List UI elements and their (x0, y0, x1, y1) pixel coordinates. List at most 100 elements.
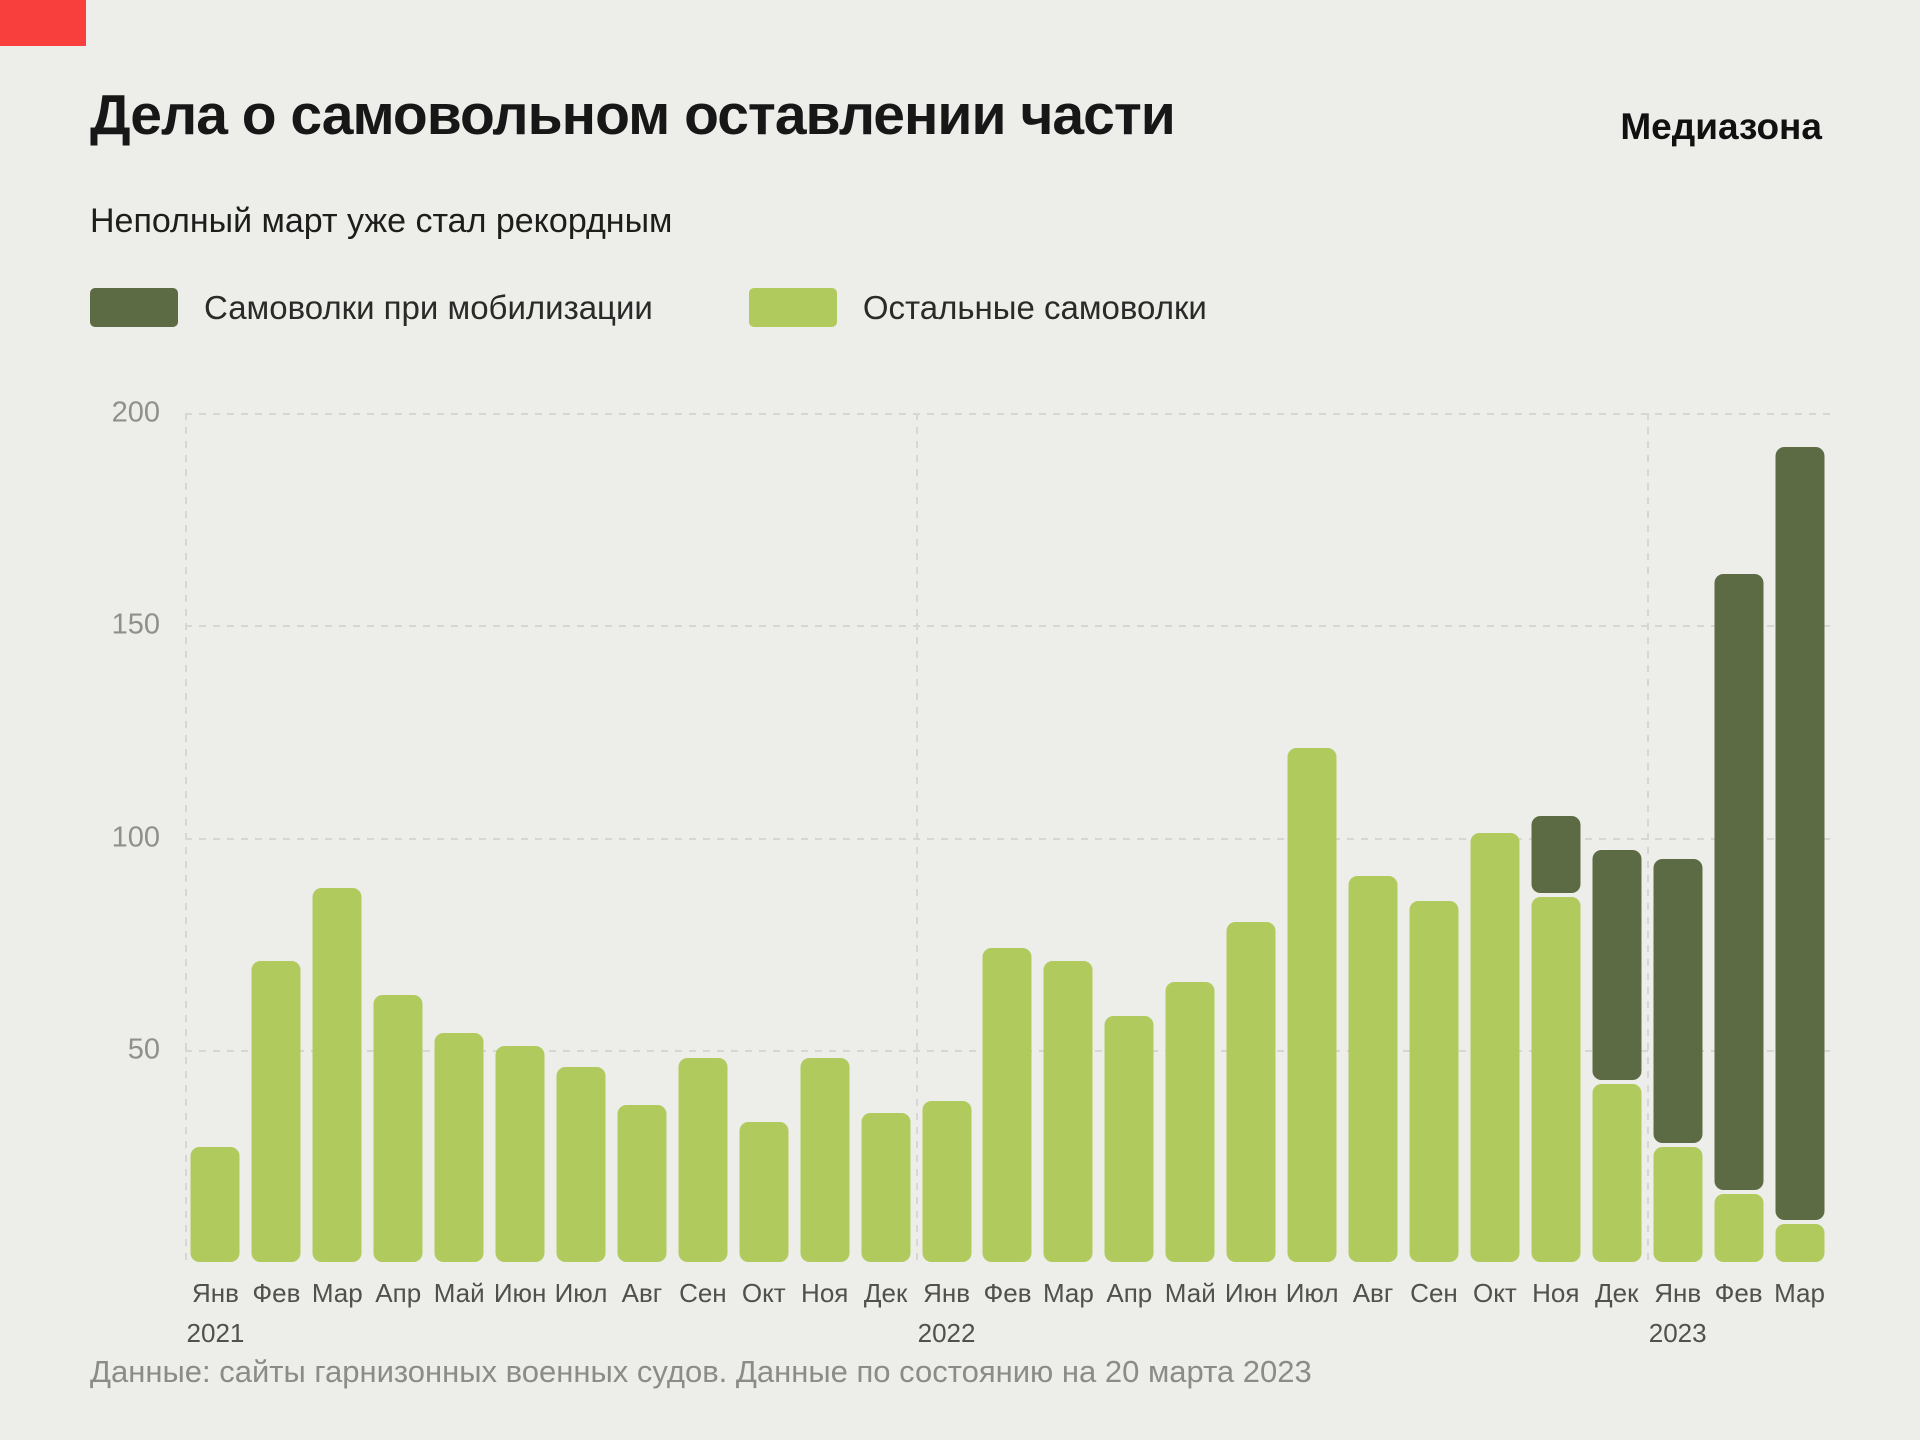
bar-segment-mobilization (1531, 816, 1581, 893)
x-axis-label: Май (1164, 1278, 1216, 1308)
x-axis-label: Дек (1595, 1278, 1639, 1308)
bar-column: Июл (551, 413, 612, 1308)
bar-column: Дек (855, 413, 916, 1308)
x-axis-label: Янв (1654, 1278, 1702, 1308)
x-axis-label: Апр (1106, 1278, 1153, 1308)
bar-column: Окт (1464, 413, 1525, 1308)
legend-swatch-mobilization (90, 288, 178, 327)
bar-segment-other (312, 888, 362, 1262)
x-axis-year-label: 2023 (1648, 1318, 1707, 1348)
bar-segment-mobilization (1775, 446, 1825, 1220)
x-axis-label: Ноя (801, 1278, 849, 1308)
bar-дек-23 (1592, 850, 1642, 1262)
y-axis-label: 100 (111, 821, 160, 853)
x-axis-label: Мар (1042, 1278, 1094, 1308)
x-axis-label: Янв (923, 1278, 971, 1308)
legend-label-other: Остальные самоволки (862, 288, 1207, 326)
bar-фев-25 (1714, 574, 1764, 1262)
bar-segment-other (1653, 1147, 1703, 1262)
y-axis-label: 200 (111, 396, 160, 429)
legend-item-mobilization: Самоволки при мобилизации (90, 288, 653, 327)
bar-segment-other (1775, 1223, 1825, 1262)
y-axis-label: 50 (127, 1033, 160, 1066)
year-separator (185, 413, 187, 1262)
bar-segment-other (1043, 960, 1093, 1262)
x-axis-label: Июн (493, 1278, 547, 1308)
y-axis-label: 150 (111, 608, 160, 641)
bar-апр-3 (373, 994, 423, 1262)
bar-фев-1 (251, 960, 301, 1262)
x-axis-label: Дек (863, 1278, 908, 1308)
x-axis-year-label: 2021 (186, 1318, 245, 1348)
bar-segment-other (434, 1032, 484, 1262)
bar-column: Июн (490, 413, 551, 1308)
bar-июн-17 (1226, 922, 1276, 1262)
bar-column: Ноя (1525, 413, 1586, 1308)
bar-segment-other (922, 1100, 972, 1262)
source-note: Данные: сайты гарнизонных военных судов.… (90, 1354, 1312, 1389)
gridline (185, 837, 1830, 840)
bar-июн-5 (495, 1045, 545, 1262)
bar-column: Май (429, 413, 490, 1308)
bar-авг-7 (617, 1104, 667, 1262)
year-separator (1647, 413, 1650, 1262)
x-axis-label: Апр (375, 1278, 422, 1308)
bar-segment-other (373, 994, 423, 1262)
x-axis-label: Фев (983, 1278, 1032, 1308)
x-axis-label: Июн (1224, 1278, 1278, 1308)
x-axis-label: Сен (679, 1278, 727, 1308)
bar-column: Апр (1099, 413, 1160, 1308)
bar-segment-other (1226, 922, 1276, 1262)
x-axis-year-label: 2022 (917, 1318, 976, 1348)
bar-segment-other (1348, 875, 1398, 1262)
x-axis-label: Мар (311, 1278, 363, 1308)
bar-column: Мар (1769, 413, 1830, 1308)
x-axis-label: Окт (1472, 1278, 1517, 1308)
chart-subtitle: Неполный март уже стал рекордным (90, 202, 673, 240)
bar-окт-21 (1470, 833, 1520, 1262)
x-axis-label: Ноя (1532, 1278, 1580, 1308)
bar-segment-other (1531, 896, 1581, 1262)
plot-area: Янв Фев Мар Апр Май Июн Июл Авг Сен Окт Ноя Дек Янв Ф… (185, 413, 1830, 1348)
x-axis-label: Авг (1352, 1278, 1394, 1308)
bar-column: Сен (672, 413, 733, 1308)
bar-авг-19 (1348, 875, 1398, 1262)
bar-column: Июн (1221, 413, 1282, 1308)
bar-segment-other (1409, 901, 1459, 1262)
x-axis-label: Сен (1410, 1278, 1458, 1308)
gridline (185, 413, 1830, 415)
bar-column: Окт (733, 413, 794, 1308)
gridline (185, 625, 1830, 628)
legend-item-other: Остальные самоволки (748, 288, 1207, 327)
bar-segment-other (556, 1066, 606, 1262)
page-title: Дела о самовольном оставлении части (90, 83, 1176, 147)
bar-column: Фев (977, 413, 1038, 1308)
bar-column: Фев (246, 413, 307, 1308)
x-axis-label: Фев (1714, 1278, 1763, 1308)
bar-segment-other (982, 947, 1032, 1262)
chart: Янв Фев Мар Апр Май Июн Июл Авг Сен Окт Ноя Дек Янв Ф… (112, 397, 1830, 1348)
bar-segment-other (1104, 1015, 1154, 1262)
x-axis-label: Окт (741, 1278, 786, 1308)
bar-фев-13 (982, 947, 1032, 1262)
bar-segment-other (617, 1104, 667, 1262)
x-axis-label: Янв (191, 1278, 239, 1308)
bar-мар-14 (1043, 960, 1093, 1262)
bar-янв-12 (922, 1100, 972, 1262)
x-axis-label: Май (433, 1278, 485, 1308)
x-axis-label: Фев (252, 1278, 301, 1308)
bar-column: Июл (1282, 413, 1343, 1308)
bar-апр-15 (1104, 1015, 1154, 1262)
mediazona-red-flag (0, 0, 86, 46)
bar-мар-26 (1775, 446, 1825, 1262)
bar-segment-other (739, 1121, 789, 1262)
bar-ноя-22 (1531, 816, 1581, 1262)
bar-column: Ноя (794, 413, 855, 1308)
bar-segment-mobilization (1653, 858, 1703, 1144)
bar-column: Фев (1708, 413, 1769, 1308)
bar-янв-24 (1653, 858, 1703, 1262)
bar-column: Апр (368, 413, 429, 1308)
bar-segment-other (495, 1045, 545, 1262)
bar-май-16 (1165, 981, 1215, 1262)
